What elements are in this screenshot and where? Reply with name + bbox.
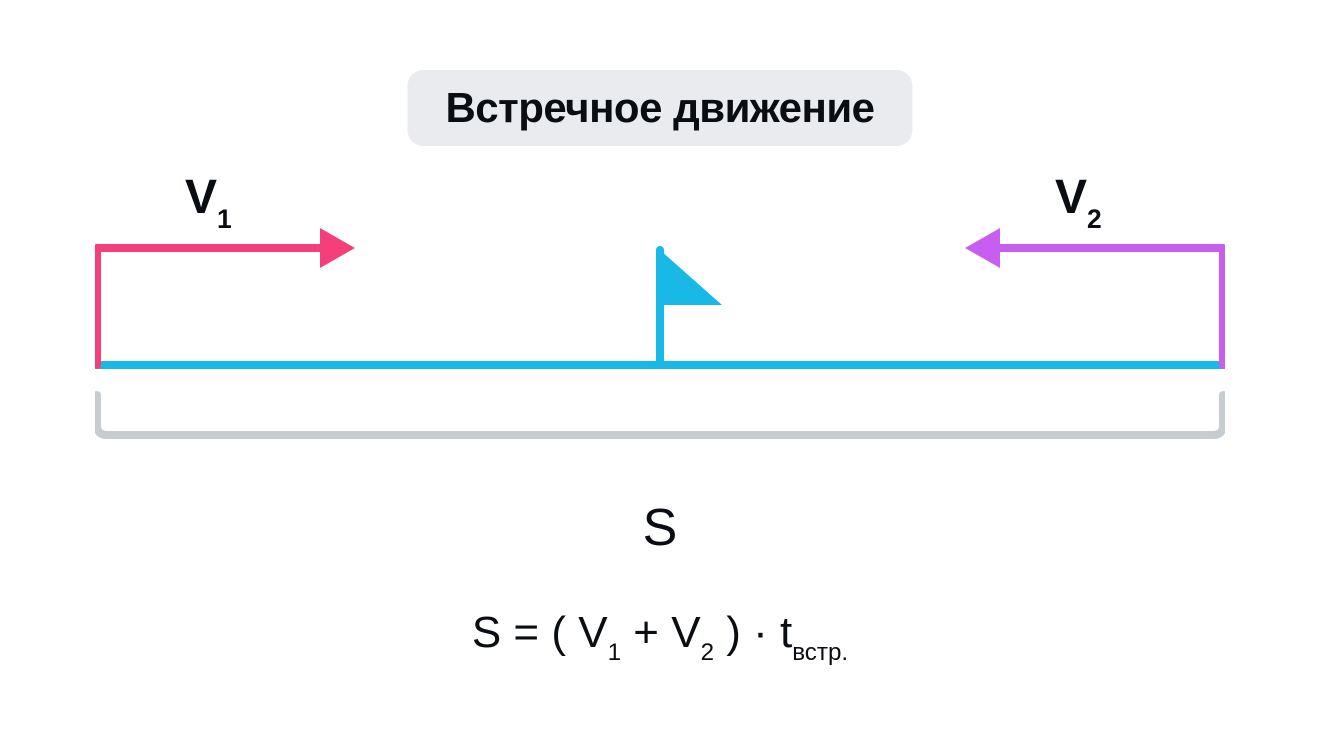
- formula-t-sub: встр.: [792, 639, 848, 666]
- flag-icon: [660, 250, 722, 305]
- right-velocity-arrow: [1000, 248, 1223, 365]
- title-text: Встречное движение: [445, 84, 874, 131]
- distance-bracket: [97, 395, 1223, 435]
- formula-v2-sub: 2: [701, 639, 714, 666]
- formula-v2: V: [671, 608, 700, 657]
- s-letter: S: [643, 499, 678, 557]
- formula-lhs: S: [472, 608, 501, 657]
- formula-close: ) ·: [714, 608, 780, 657]
- formula-v1: V: [578, 608, 607, 657]
- formula-plus: +: [621, 608, 671, 657]
- left-arrowhead-icon: [320, 228, 355, 268]
- right-arrowhead-icon: [965, 228, 1000, 268]
- motion-diagram: [95, 180, 1225, 460]
- left-velocity-arrow: [97, 248, 320, 365]
- formula-t: t: [780, 608, 792, 657]
- s-label: S: [643, 498, 678, 558]
- title-pill: Встречное движение: [407, 70, 912, 146]
- formula: S = ( V1 + V2 ) · tвстр.: [472, 608, 848, 664]
- diagram-stage: Встречное движение V1 V2 S S = ( V1 + V2…: [0, 0, 1320, 747]
- formula-eq: = (: [501, 608, 578, 657]
- formula-v1-sub: 1: [608, 639, 621, 666]
